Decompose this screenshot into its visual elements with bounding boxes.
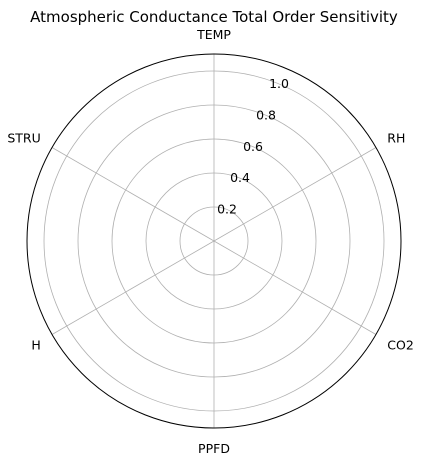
- category-labels: TEMP RH CO2 PPFD H STRU: [7, 27, 413, 456]
- radial-tick-label: 0.6: [243, 139, 263, 154]
- radial-tick-label: 1.0: [269, 76, 289, 91]
- category-label: H: [31, 338, 40, 353]
- spoke-line: [51, 240, 215, 335]
- spoke-line: [213, 240, 377, 335]
- category-label: CO2: [387, 338, 414, 353]
- spoke-line: [213, 147, 377, 242]
- chart-title: Atmospheric Conductance Total Order Sens…: [30, 8, 398, 26]
- radial-tick-labels: 0.2 0.4 0.6 0.8 1.0: [217, 76, 289, 217]
- category-label: PPFD: [198, 441, 230, 456]
- radial-tick-label: 0.4: [230, 170, 250, 185]
- radial-tick-label: 0.8: [256, 107, 276, 122]
- polar-frame: [26, 53, 402, 429]
- radial-tick-label: 0.2: [217, 202, 237, 217]
- category-label: STRU: [7, 131, 40, 146]
- category-label: RH: [387, 131, 405, 146]
- category-label: TEMP: [196, 27, 231, 42]
- spoke-line: [51, 147, 215, 242]
- grid-layer: [26, 53, 402, 429]
